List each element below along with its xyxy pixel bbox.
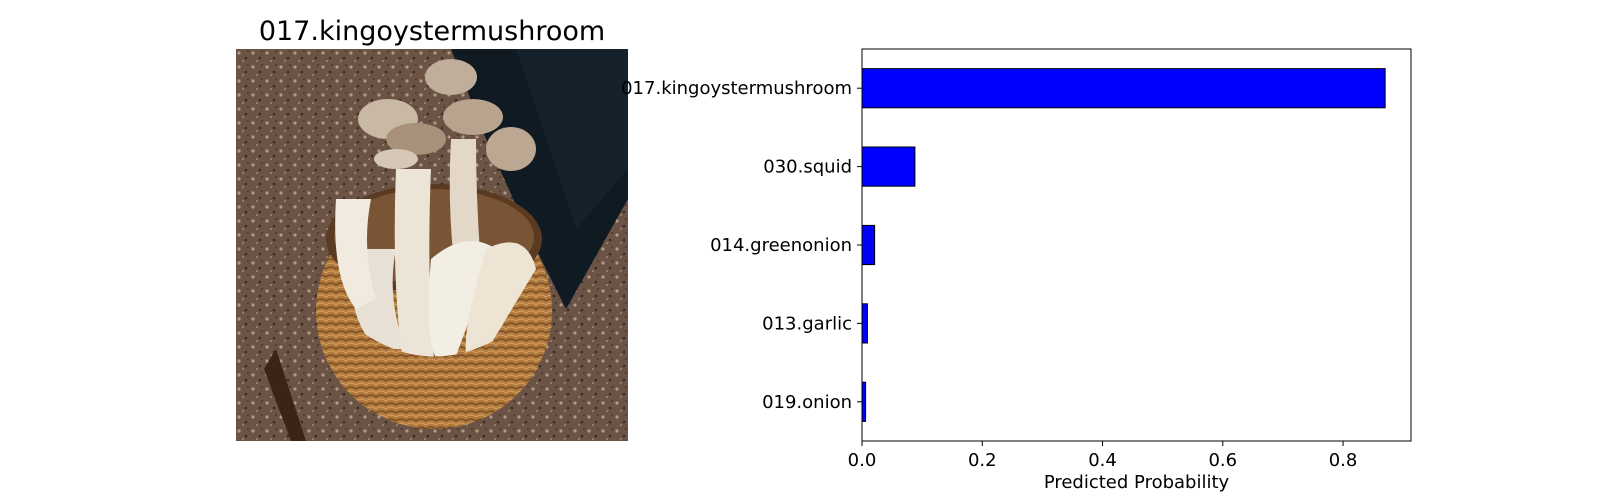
bars-layer — [861, 68, 1386, 422]
y-tick-label: 019.onion — [762, 392, 852, 413]
x-tick-label: 0.2 — [968, 450, 997, 471]
y-tick-label: 017.kingoystermushroom — [621, 78, 852, 99]
x-tick-label: 0.6 — [1208, 450, 1237, 471]
y-tick-label: 030.squid — [763, 157, 852, 178]
bar-030.squid — [861, 146, 916, 187]
bar-013.garlic — [861, 303, 868, 344]
y-tick-label: 013.garlic — [762, 313, 852, 334]
y-tick-label: 014.greenonion — [710, 235, 852, 256]
x-axis-label: Predicted Probability — [1044, 472, 1230, 493]
bar-017.kingoystermushroom — [861, 68, 1386, 109]
x-tick-label: 0.8 — [1329, 450, 1358, 471]
x-tick-label: 0.0 — [848, 450, 877, 471]
bar-019.onion — [861, 381, 867, 422]
x-tick-label: 0.4 — [1088, 450, 1117, 471]
bar-014.greenonion — [861, 224, 876, 266]
ticks-layer: 017.kingoystermushroom 030.squid 014.green… — [621, 78, 1357, 471]
mushroom-photo — [236, 49, 628, 441]
plot-frame — [861, 48, 1412, 442]
image-title: 017.kingoystermushroom — [258, 16, 606, 47]
